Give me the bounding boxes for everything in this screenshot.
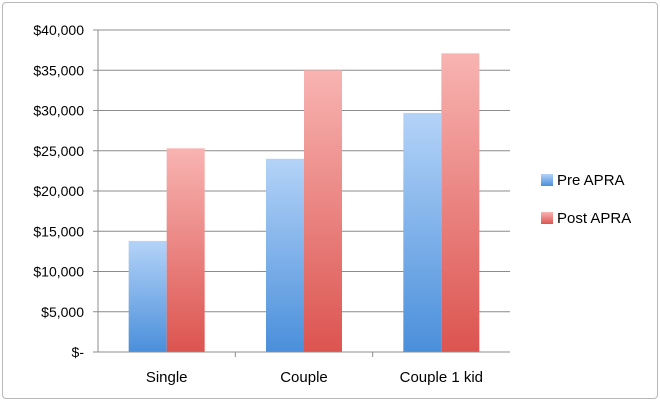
legend: Pre APRA Post APRA: [541, 172, 631, 227]
bar-pre-apra: [128, 240, 167, 352]
x-category-label: Couple: [280, 369, 328, 386]
y-tick-label: $20,000: [33, 183, 84, 199]
x-category-label: Single: [146, 369, 188, 386]
y-tick-label: $25,000: [33, 143, 84, 159]
bar-post-apra: [441, 53, 480, 352]
bar-post-apra: [304, 70, 342, 352]
y-tick-label: $35,000: [33, 62, 84, 78]
bar-pre-apra: [403, 112, 442, 352]
y-tick-label: $5,000: [41, 304, 84, 320]
legend-label: Pre APRA: [557, 172, 625, 189]
x-category-label: Couple 1 kid: [400, 369, 483, 386]
bar-pre-apra: [266, 158, 304, 352]
legend-swatch: [541, 174, 553, 186]
y-tick-label: $15,000: [33, 223, 84, 239]
y-tick-label: $10,000: [33, 264, 84, 280]
y-tick-label: $30,000: [33, 103, 84, 119]
y-tick-label: $-: [72, 344, 85, 360]
y-tick-label: $40,000: [33, 22, 84, 38]
legend-label: Post APRA: [557, 210, 631, 227]
labels: $- $5,000 $10,000 $15,000 $20,000 $25,000 $30,…: [33, 22, 483, 386]
bars: [128, 53, 480, 352]
bar-post-apra: [166, 148, 205, 352]
axes: [93, 29, 510, 357]
legend-swatch: [541, 212, 553, 224]
